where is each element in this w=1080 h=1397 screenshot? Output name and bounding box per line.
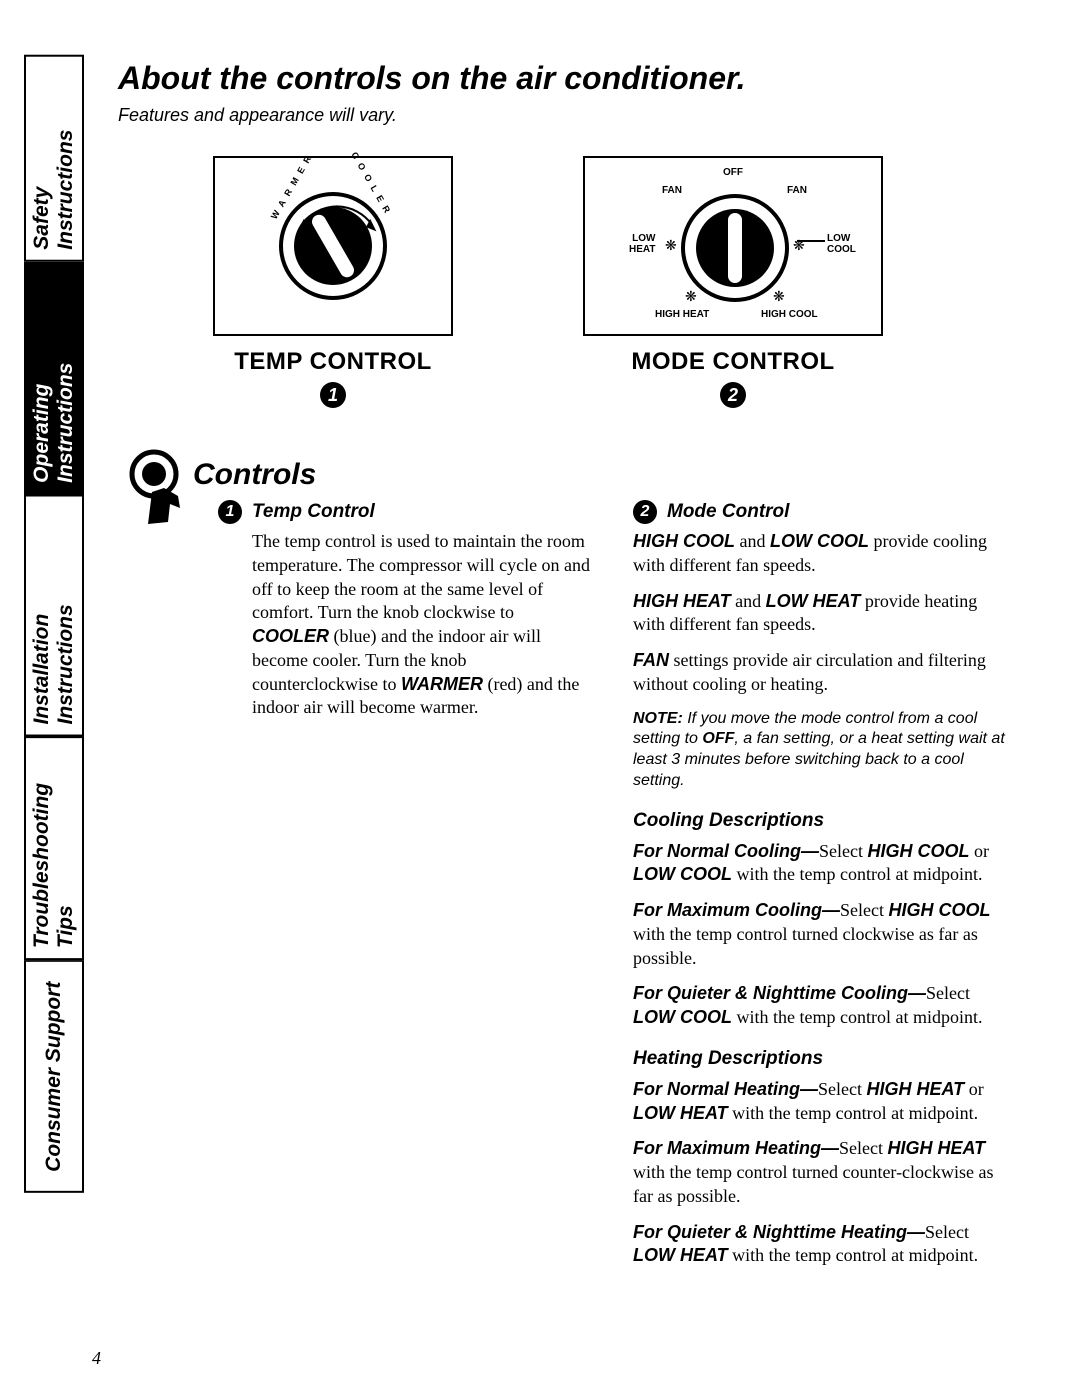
mode-control-number-badge: 2 bbox=[720, 382, 746, 408]
page-title: About the controls on the air conditione… bbox=[118, 60, 1028, 97]
text-span: with the temp control at midpoint. bbox=[728, 1103, 978, 1123]
temp-control-body: The temp control is used to maintain the… bbox=[218, 530, 593, 720]
text-span: with the temp control at midpoint. bbox=[732, 864, 982, 884]
mode-control-label: MODE CONTROL bbox=[631, 348, 834, 376]
col-mode-control: 2 Mode Control HIGH COOL and LOW COOL pr… bbox=[633, 500, 1008, 1280]
heating-quiet: For Quieter & Nighttime Heating—Select L… bbox=[633, 1221, 1008, 1269]
tab-operating-instructions: Operating Instructions bbox=[24, 262, 84, 495]
text-span: Select bbox=[818, 1079, 866, 1099]
mode-p1: HIGH COOL and LOW COOL provide cooling w… bbox=[633, 530, 1008, 578]
fan-icon-left: ❋ bbox=[665, 238, 677, 255]
text-span: For Quieter & Nighttime Cooling— bbox=[633, 983, 926, 1003]
cooling-quiet: For Quieter & Nighttime Cooling—Select L… bbox=[633, 982, 1008, 1030]
mode-label-fan-right: FAN bbox=[787, 186, 807, 197]
fan-icon-bottom-right: ❋ bbox=[773, 289, 785, 306]
cooling-max: For Maximum Cooling—Select HIGH COOL wit… bbox=[633, 899, 1008, 970]
mode-label-high-cool: HIGH COOL bbox=[761, 310, 818, 321]
text-span: or bbox=[969, 841, 989, 861]
text-span: Select bbox=[819, 841, 867, 861]
text-span: HIGH COOL bbox=[888, 900, 990, 920]
page-number: 4 bbox=[92, 1348, 101, 1369]
mode-dial-outer-ring bbox=[681, 194, 789, 302]
note-label: NOTE: bbox=[633, 710, 683, 727]
mode-control-group: OFF FAN FAN LOW HEAT LOW COOL HIGH HEAT … bbox=[583, 156, 883, 408]
temp-control-number-badge: 1 bbox=[320, 382, 346, 408]
text-span: Select bbox=[839, 1138, 887, 1158]
cooler-keyword: COOLER bbox=[252, 626, 329, 646]
temp-control-group: WARMER COOLER TEMP CONTROL 1 bbox=[213, 156, 453, 408]
mode-label-fan-left: FAN bbox=[662, 186, 682, 197]
text-span: The temp control is used to maintain the… bbox=[252, 531, 590, 622]
mode-p3: FAN settings provide air circulation and… bbox=[633, 649, 1008, 697]
text-span: settings provide air circulation and fil… bbox=[633, 650, 986, 694]
off-keyword: OFF bbox=[702, 730, 734, 747]
tab-safety-instructions: Safety Instructions bbox=[24, 55, 84, 262]
text-span: For Normal Heating— bbox=[633, 1079, 818, 1099]
heating-descriptions-heading: Heating Descriptions bbox=[633, 1048, 1008, 1070]
temp-control-label: TEMP CONTROL bbox=[234, 348, 432, 376]
text-span: LOW COOL bbox=[633, 1007, 732, 1027]
temp-dial-outer-ring bbox=[279, 192, 387, 300]
warmer-keyword: WARMER bbox=[401, 674, 483, 694]
dials-row: WARMER COOLER TEMP CONTROL 1 OFF FAN FAN… bbox=[118, 156, 1028, 408]
heating-normal: For Normal Heating—Select HIGH HEAT or L… bbox=[633, 1078, 1008, 1126]
tab-consumer-support: Consumer Support bbox=[24, 960, 84, 1193]
mode-p2: HIGH HEAT and LOW HEAT provide heating w… bbox=[633, 590, 1008, 638]
fan-icon-bottom-left: ❋ bbox=[685, 289, 697, 306]
text-span: HIGH COOL bbox=[867, 841, 969, 861]
heading-mode-control: Mode Control bbox=[667, 501, 789, 523]
text-span: HIGH HEAT bbox=[888, 1138, 986, 1158]
mode-label-low-cool: LOW COOL bbox=[827, 234, 856, 255]
tab-troubleshooting-tips: Troubleshooting Tips bbox=[24, 736, 84, 960]
controls-section-title: Controls bbox=[193, 458, 1028, 492]
tab-installation-instructions: Installation Instructions bbox=[24, 495, 84, 737]
text-span: HIGH HEAT bbox=[867, 1079, 965, 1099]
low-cool-keyword: LOW COOL bbox=[770, 531, 869, 551]
mode-note: NOTE: If you move the mode control from … bbox=[633, 709, 1008, 792]
text-span: with the temp control at midpoint. bbox=[728, 1245, 978, 1265]
temp-dial-box: WARMER COOLER bbox=[213, 156, 453, 336]
text-span: For Maximum Cooling— bbox=[633, 900, 840, 920]
cooling-normal: For Normal Cooling—Select HIGH COOL or L… bbox=[633, 840, 1008, 888]
high-cool-keyword: HIGH COOL bbox=[633, 531, 735, 551]
mode-dial-box: OFF FAN FAN LOW HEAT LOW COOL HIGH HEAT … bbox=[583, 156, 883, 336]
text-span: with the temp control turned counter-clo… bbox=[633, 1162, 994, 1206]
text-span: LOW HEAT bbox=[633, 1103, 728, 1123]
text-span: LOW COOL bbox=[633, 864, 732, 884]
text-span: and bbox=[735, 531, 770, 551]
fan-icon-right: ❋ bbox=[793, 238, 805, 255]
low-heat-keyword: LOW HEAT bbox=[766, 591, 861, 611]
text-span: Select bbox=[925, 1222, 969, 1242]
text-span: LOW HEAT bbox=[633, 1245, 728, 1265]
hand-pointing-icon bbox=[118, 446, 198, 526]
cooling-descriptions-heading: Cooling Descriptions bbox=[633, 810, 1008, 832]
fan-keyword: FAN bbox=[633, 650, 669, 670]
text-span: and bbox=[731, 591, 766, 611]
text-span: For Normal Cooling— bbox=[633, 841, 819, 861]
col-temp-control: 1 Temp Control The temp control is used … bbox=[218, 500, 593, 1280]
badge-2: 2 bbox=[633, 500, 657, 524]
mode-label-high-heat: HIGH HEAT bbox=[655, 310, 709, 321]
page-content: About the controls on the air conditione… bbox=[118, 60, 1028, 1280]
text-span: with the temp control at midpoint. bbox=[732, 1007, 982, 1027]
text-span: Select bbox=[926, 983, 970, 1003]
badge-1: 1 bbox=[218, 500, 242, 524]
heating-max: For Maximum Heating—Select HIGH HEAT wit… bbox=[633, 1137, 1008, 1208]
side-tabs: Consumer Support Troubleshooting Tips In… bbox=[24, 55, 84, 1193]
page-subtitle: Features and appearance will vary. bbox=[118, 105, 1028, 126]
text-span: with the temp control turned clockwise a… bbox=[633, 924, 978, 968]
mode-label-off: OFF bbox=[723, 168, 743, 179]
mode-dial-pointer bbox=[728, 213, 742, 283]
high-heat-keyword: HIGH HEAT bbox=[633, 591, 731, 611]
columns: 1 Temp Control The temp control is used … bbox=[118, 500, 1028, 1280]
heading-temp-control: Temp Control bbox=[252, 501, 375, 523]
text-span: For Quieter & Nighttime Heating— bbox=[633, 1222, 925, 1242]
mode-label-low-heat: LOW HEAT bbox=[629, 234, 655, 255]
text-span: For Maximum Heating— bbox=[633, 1138, 839, 1158]
text-span: or bbox=[964, 1079, 984, 1099]
text-span: Select bbox=[840, 900, 888, 920]
